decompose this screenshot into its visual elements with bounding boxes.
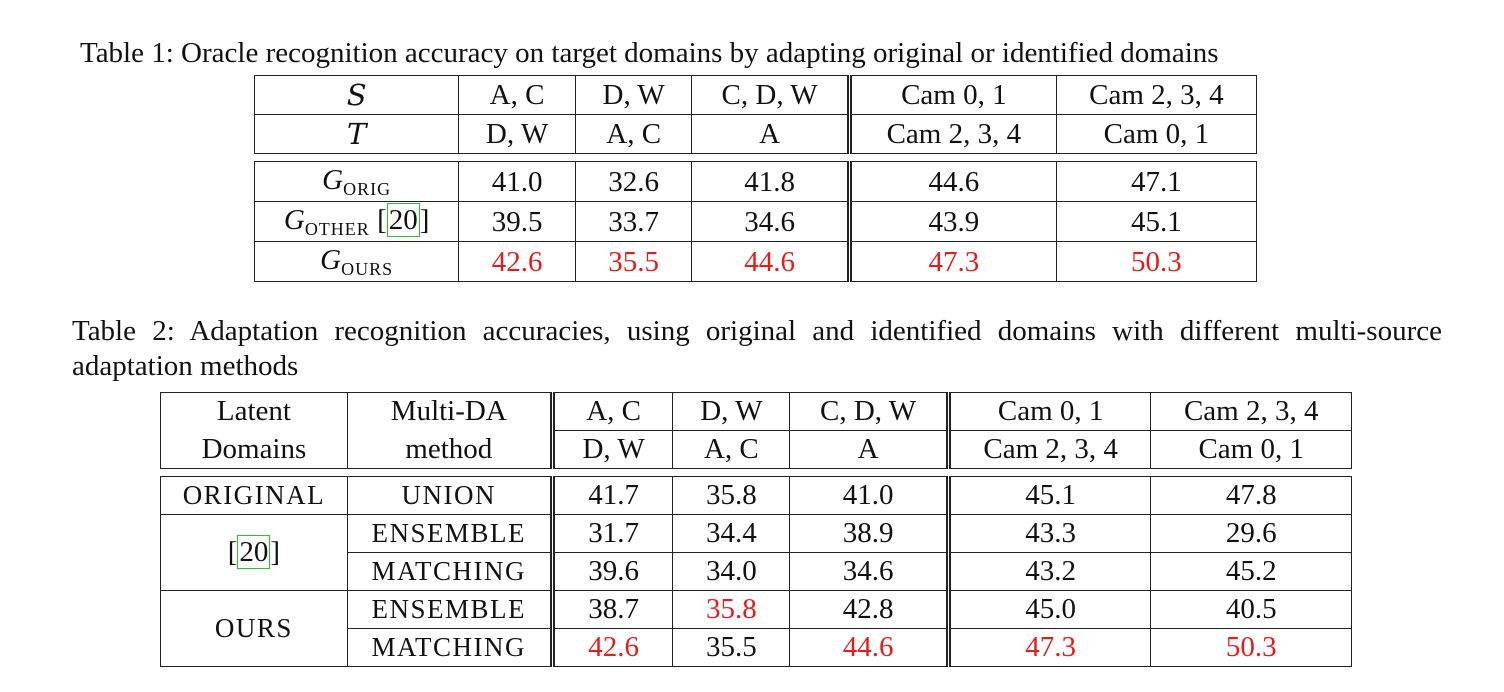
header-cell: Cam 2, 3, 4 bbox=[846, 114, 1057, 154]
citation-link[interactable]: 20 bbox=[237, 535, 271, 569]
value-cell: 47.3 bbox=[846, 241, 1057, 282]
value-cell: 35.8 bbox=[672, 476, 791, 515]
header-cell: Cam 0, 1 bbox=[1150, 430, 1352, 469]
table1: S A, C D, W C, D, W Cam 0, 1 Cam 2, 3, 4… bbox=[253, 75, 1258, 282]
header-cell: D, W bbox=[672, 392, 791, 431]
header-cell: D, W bbox=[549, 430, 674, 469]
table2: Latent Multi-DA A, C D, W C, D, W Cam 0,… bbox=[160, 392, 1352, 667]
table1-header-target-row: T D, W A, C A Cam 2, 3, 4 Cam 0, 1 bbox=[253, 114, 1258, 154]
method-cell: MATCHING bbox=[346, 552, 553, 591]
header-cell: Cam 2, 3, 4 bbox=[1150, 392, 1352, 431]
value-cell: 43.2 bbox=[945, 552, 1152, 591]
target-symbol: T bbox=[253, 114, 460, 154]
value-cell: 43.9 bbox=[846, 201, 1057, 242]
table-row: [20] ENSEMBLE 31.7 34.4 38.9 43.3 29.6 bbox=[160, 514, 1352, 591]
value-cell: 34.6 bbox=[691, 201, 850, 242]
header-cell: A, C bbox=[549, 392, 674, 431]
header-method: method bbox=[346, 430, 553, 469]
header-cell: Cam 2, 3, 4 bbox=[1055, 75, 1258, 115]
value-cell: 35.8 bbox=[672, 590, 791, 629]
method-cell: MATCHING bbox=[346, 628, 553, 667]
value-cell: 34.0 bbox=[672, 552, 791, 591]
value-cell: 47.3 bbox=[945, 628, 1152, 667]
value-cell: 42.6 bbox=[549, 628, 674, 667]
header-method: Multi-DA bbox=[346, 392, 553, 431]
value-cell: 45.0 bbox=[945, 590, 1152, 629]
value-cell: 34.4 bbox=[672, 514, 791, 553]
table1-header-source-row: S A, C D, W C, D, W Cam 0, 1 Cam 2, 3, 4 bbox=[253, 75, 1258, 115]
header-cell: D, W bbox=[574, 75, 693, 115]
header-cell: A bbox=[789, 430, 949, 469]
header-cell: A, C bbox=[672, 430, 791, 469]
header-cell: C, D, W bbox=[789, 392, 949, 431]
value-cell: 44.6 bbox=[846, 161, 1057, 202]
table-row: GOURS 42.6 35.5 44.6 47.3 50.3 bbox=[253, 241, 1258, 282]
row-label: GORIG bbox=[253, 161, 460, 202]
value-cell: 44.6 bbox=[691, 241, 850, 282]
table2-header-row-2: Domains method D, W A, C A Cam 2, 3, 4 C… bbox=[160, 430, 1352, 469]
value-cell: 44.6 bbox=[789, 628, 949, 667]
value-cell: 41.7 bbox=[549, 476, 674, 515]
group-label: [20] bbox=[160, 514, 348, 591]
value-cell: 45.1 bbox=[945, 476, 1152, 515]
header-cell: A, C bbox=[574, 114, 693, 154]
header-cell: Cam 0, 1 bbox=[1055, 114, 1258, 154]
value-cell: 33.7 bbox=[574, 201, 693, 242]
value-cell: 45.1 bbox=[1055, 201, 1258, 242]
table-row: GOTHER [20] 39.5 33.7 34.6 43.9 45.1 bbox=[253, 201, 1258, 242]
value-cell: 41.0 bbox=[789, 476, 949, 515]
table2-caption: Table 2: Adaptation recognition accuraci… bbox=[72, 315, 1442, 382]
table1-caption: Table 1: Oracle recognition accuracy on … bbox=[80, 37, 1219, 69]
header-latent: Domains bbox=[160, 430, 348, 469]
value-cell: 38.7 bbox=[549, 590, 674, 629]
header-latent: Latent bbox=[160, 392, 348, 431]
header-cell: D, W bbox=[458, 114, 576, 154]
table-row: ORIGINAL UNION 41.7 35.8 41.0 45.1 47.8 bbox=[160, 476, 1352, 515]
value-cell: 39.6 bbox=[549, 552, 674, 591]
value-cell: 41.0 bbox=[458, 161, 576, 202]
value-cell: 45.2 bbox=[1150, 552, 1352, 591]
value-cell: 42.8 bbox=[789, 590, 949, 629]
value-cell: 31.7 bbox=[549, 514, 674, 553]
group-label: ORIGINAL bbox=[160, 476, 348, 515]
value-cell: 39.5 bbox=[458, 201, 576, 242]
table-row: OURS ENSEMBLE 38.7 35.8 42.8 45.0 40.5 bbox=[160, 590, 1352, 667]
value-cell: 34.6 bbox=[789, 552, 949, 591]
value-cell: 35.5 bbox=[574, 241, 693, 282]
header-cell: Cam 2, 3, 4 bbox=[945, 430, 1152, 469]
source-symbol: S bbox=[253, 75, 460, 115]
method-cell: UNION bbox=[346, 476, 553, 515]
row-label: GOURS bbox=[253, 241, 460, 282]
header-cell: A bbox=[691, 114, 850, 154]
group-label: OURS bbox=[160, 590, 348, 667]
value-cell: 42.6 bbox=[458, 241, 576, 282]
header-cell: C, D, W bbox=[691, 75, 850, 115]
header-cell: Cam 0, 1 bbox=[945, 392, 1152, 431]
value-cell: 41.8 bbox=[691, 161, 850, 202]
header-cell: A, C bbox=[458, 75, 576, 115]
citation-link[interactable]: 20 bbox=[386, 203, 420, 237]
table-row: GORIG 41.0 32.6 41.8 44.6 47.1 bbox=[253, 161, 1258, 202]
value-cell: 35.5 bbox=[672, 628, 791, 667]
table-row: MATCHING 42.6 35.5 44.6 47.3 50.3 bbox=[161, 628, 1352, 667]
value-cell: 40.5 bbox=[1150, 590, 1352, 629]
value-cell: 43.3 bbox=[945, 514, 1152, 553]
value-cell: 32.6 bbox=[574, 161, 693, 202]
value-cell: 38.9 bbox=[789, 514, 949, 553]
header-cell: Cam 0, 1 bbox=[846, 75, 1057, 115]
value-cell: 29.6 bbox=[1150, 514, 1352, 553]
value-cell: 47.8 bbox=[1150, 476, 1352, 515]
value-cell: 50.3 bbox=[1150, 628, 1352, 667]
row-label: GOTHER [20] bbox=[253, 201, 460, 242]
method-cell: ENSEMBLE bbox=[346, 590, 553, 629]
value-cell: 50.3 bbox=[1055, 241, 1258, 282]
value-cell: 47.1 bbox=[1055, 161, 1258, 202]
table2-header-row-1: Latent Multi-DA A, C D, W C, D, W Cam 0,… bbox=[160, 392, 1352, 431]
method-cell: ENSEMBLE bbox=[346, 514, 553, 553]
